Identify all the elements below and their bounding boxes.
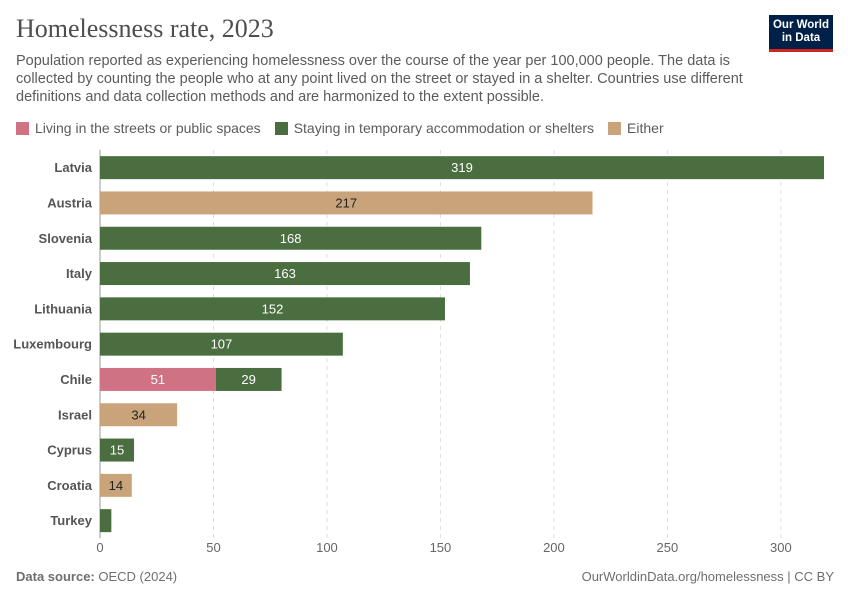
data-label: 34 bbox=[131, 407, 145, 422]
x-tick-label: 100 bbox=[316, 540, 338, 555]
data-label: 14 bbox=[109, 478, 123, 493]
legend-swatch bbox=[274, 121, 288, 135]
bar-shelters bbox=[100, 156, 824, 180]
x-tick-label: 0 bbox=[96, 540, 103, 555]
category-label: Chile bbox=[60, 372, 92, 387]
bar-either bbox=[100, 403, 178, 427]
data-label: 29 bbox=[241, 372, 255, 387]
category-label: Latvia bbox=[54, 160, 92, 175]
category-label: Cyprus bbox=[47, 443, 92, 458]
footer-url[interactable]: OurWorldinData.org/homelessness | CC BY bbox=[581, 569, 834, 584]
category-label: Austria bbox=[47, 195, 93, 210]
data-label: 152 bbox=[262, 301, 284, 316]
category-label: Lithuania bbox=[34, 301, 93, 316]
bar-shelters bbox=[100, 226, 482, 250]
owid-logo[interactable]: Our World in Data bbox=[769, 15, 833, 52]
x-tick-label: 50 bbox=[206, 540, 220, 555]
category-label: Luxembourg bbox=[13, 337, 92, 352]
x-tick-label: 300 bbox=[770, 540, 792, 555]
category-label: Israel bbox=[58, 407, 92, 422]
bar-shelters bbox=[100, 262, 470, 286]
bar-shelters bbox=[215, 367, 282, 391]
legend-label: Living in the streets or public spaces bbox=[35, 120, 261, 136]
x-tick-label: 250 bbox=[657, 540, 679, 555]
data-label: 163 bbox=[274, 266, 296, 281]
chart-subtitle: Population reported as experiencing home… bbox=[16, 53, 743, 105]
legend-label: Staying in temporary accommodation or sh… bbox=[293, 120, 595, 136]
legend-swatch bbox=[16, 121, 29, 135]
category-label: Slovenia bbox=[39, 231, 93, 246]
data-label: 15 bbox=[110, 443, 124, 458]
data-label: 168 bbox=[280, 231, 302, 246]
legend-item[interactable]: Either bbox=[608, 120, 664, 136]
source-label: Data source: bbox=[16, 569, 95, 584]
bar-shelters bbox=[100, 332, 343, 356]
data-label: 51 bbox=[151, 372, 165, 387]
data-source: Data source: OECD (2024) bbox=[16, 569, 177, 584]
source-value[interactable]: OECD (2024) bbox=[98, 569, 178, 584]
bar-shelters bbox=[100, 297, 445, 321]
chart-title: Homelessness rate, 2023 bbox=[16, 14, 274, 43]
data-label: 107 bbox=[211, 337, 233, 352]
category-label: Croatia bbox=[47, 478, 93, 493]
bar-either bbox=[100, 191, 593, 215]
legend-item[interactable]: Staying in temporary accommodation or sh… bbox=[274, 120, 595, 136]
bar-either bbox=[100, 473, 132, 497]
legend-label: Either bbox=[627, 120, 664, 136]
category-label: Italy bbox=[66, 266, 93, 281]
bar-streets bbox=[100, 367, 216, 391]
legend: Living in the streets or public spaces St… bbox=[16, 120, 664, 136]
legend-item[interactable]: Living in the streets or public spaces bbox=[16, 120, 261, 136]
legend-swatch bbox=[608, 121, 622, 135]
x-tick-label: 150 bbox=[430, 540, 452, 555]
bar-shelters bbox=[100, 438, 135, 462]
data-label: 319 bbox=[451, 160, 473, 175]
bar-shelters bbox=[100, 509, 112, 533]
category-label: Turkey bbox=[50, 513, 92, 528]
data-label: 217 bbox=[335, 195, 357, 210]
x-tick-label: 200 bbox=[543, 540, 565, 555]
